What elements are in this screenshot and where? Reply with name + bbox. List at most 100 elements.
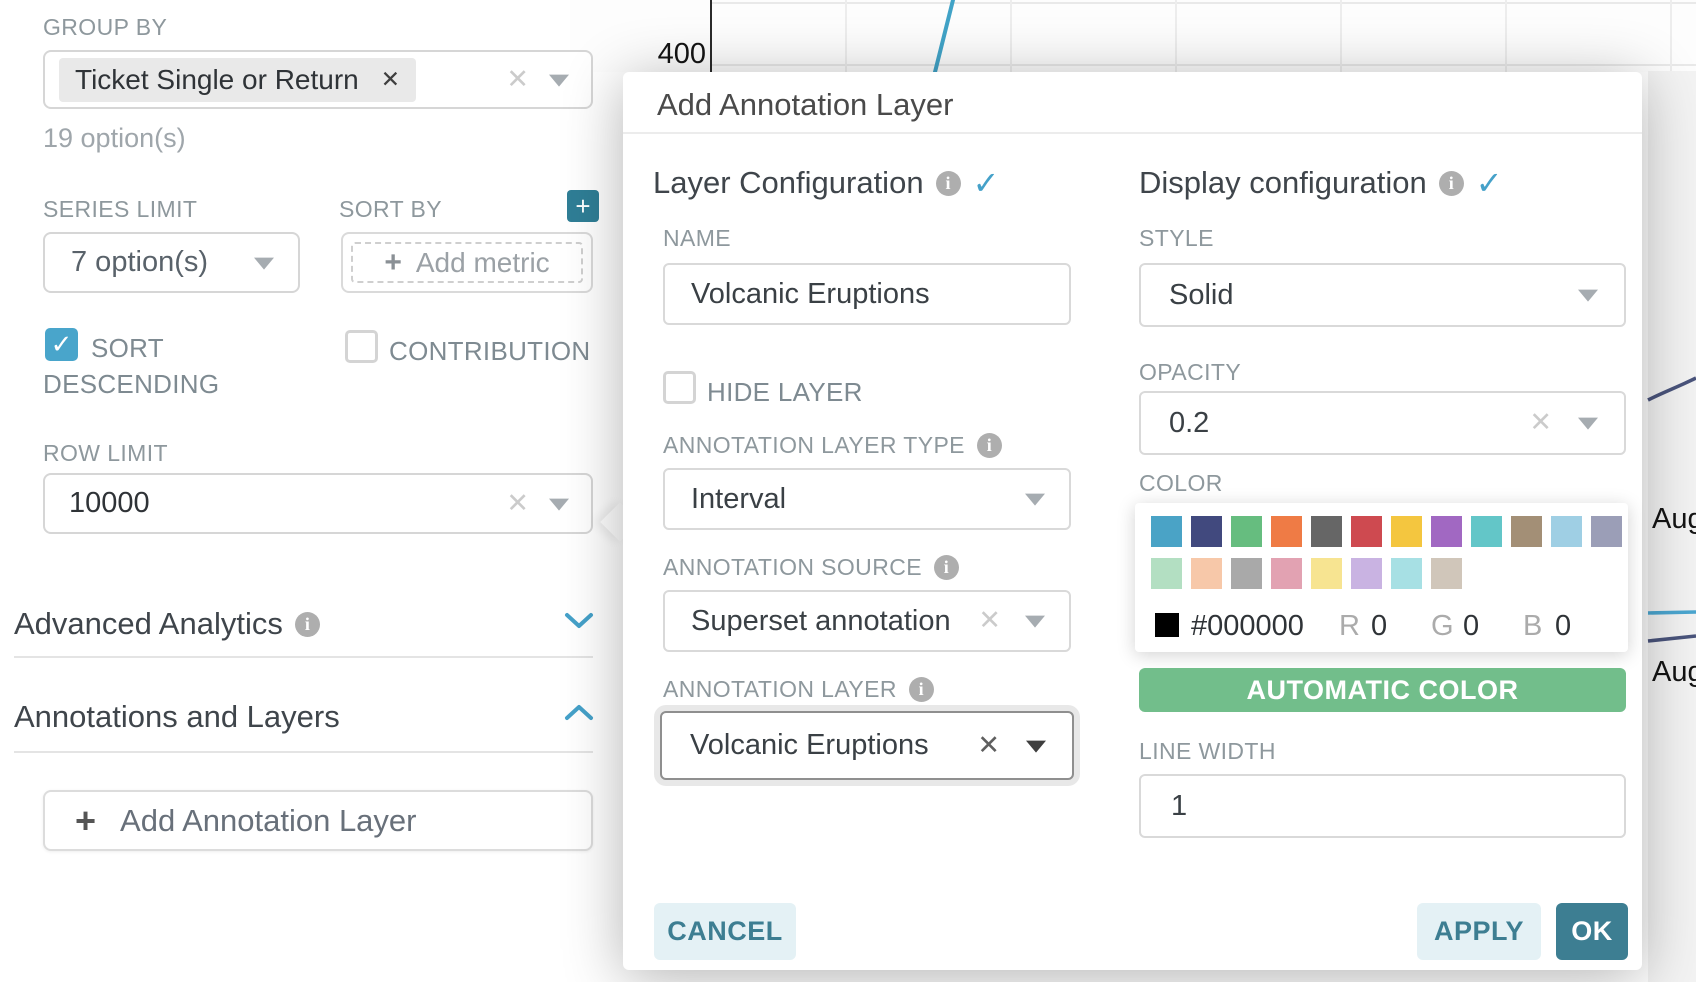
add-metric-plus-button[interactable]: + — [567, 190, 599, 222]
clear-icon[interactable]: ✕ — [506, 63, 529, 94]
advanced-analytics-header[interactable]: Advanced Analytics i — [14, 606, 320, 642]
gridline — [1340, 0, 1342, 72]
annotations-layers-header[interactable]: Annotations and Layers — [14, 699, 340, 735]
info-icon[interactable]: i — [933, 555, 959, 580]
layer-configuration-label: Layer Configuration — [653, 165, 924, 200]
b-value[interactable]: 0 — [1555, 610, 1572, 642]
palette-swatch[interactable] — [1511, 516, 1542, 547]
palette-swatch[interactable] — [1231, 558, 1262, 589]
row-limit-select[interactable]: 10000 ✕ — [43, 473, 593, 534]
sort-by-select[interactable]: + Add metric — [341, 232, 593, 293]
contribution-checkbox[interactable] — [345, 330, 378, 363]
palette-swatch[interactable] — [1191, 558, 1222, 589]
plus-icon: + — [75, 799, 97, 841]
series-limit-select[interactable]: 7 option(s) — [43, 232, 300, 293]
sort-descending-label-2: DESCENDING — [43, 369, 220, 399]
info-icon[interactable]: i — [908, 677, 934, 702]
chevron-down-icon[interactable] — [1578, 417, 1598, 430]
style-value: Solid — [1169, 278, 1234, 311]
info-icon[interactable]: i — [1438, 170, 1464, 196]
annotation-layer-value: Volcanic Eruptions — [690, 729, 929, 761]
clear-icon[interactable]: ✕ — [506, 487, 529, 518]
clear-icon[interactable]: ✕ — [977, 729, 1000, 760]
opacity-label: OPACITY — [1139, 359, 1242, 385]
chevron-down-icon — [1025, 493, 1045, 506]
line-width-label: LINE WIDTH — [1139, 738, 1276, 764]
info-icon[interactable]: i — [935, 170, 961, 196]
hex-value[interactable]: #000000 — [1191, 610, 1304, 642]
annotation-layer-select[interactable]: Volcanic Eruptions ✕ — [660, 711, 1074, 780]
row-limit-label: ROW LIMIT — [43, 440, 168, 466]
x-axis-tick: Aug — [1652, 503, 1696, 535]
annotation-source-select[interactable]: Superset annotation ✕ — [663, 590, 1071, 652]
apply-button[interactable]: APPLY — [1417, 903, 1541, 960]
palette-swatch[interactable] — [1591, 516, 1622, 547]
palette-swatch[interactable] — [1271, 516, 1302, 547]
annotation-layer-type-select[interactable]: Interval — [663, 468, 1071, 530]
gridline — [1670, 0, 1672, 72]
ok-button[interactable]: OK — [1556, 903, 1628, 960]
add-metric-label: Add metric — [415, 246, 550, 278]
name-input[interactable]: Volcanic Eruptions — [663, 263, 1071, 325]
tag-remove-icon[interactable]: ✕ — [380, 66, 401, 92]
clear-icon[interactable]: ✕ — [978, 604, 1001, 635]
chevron-up-icon[interactable] — [564, 703, 594, 721]
palette-swatch[interactable] — [1311, 516, 1342, 547]
advanced-analytics-label: Advanced Analytics — [14, 606, 283, 641]
palette-swatch[interactable] — [1191, 516, 1222, 547]
opacity-select[interactable]: 0.2 ✕ — [1139, 391, 1626, 455]
gridline — [1505, 0, 1507, 72]
automatic-color-button[interactable]: AUTOMATIC COLOR — [1139, 668, 1626, 712]
r-value[interactable]: 0 — [1371, 610, 1388, 642]
group-by-helper: 19 option(s) — [43, 123, 186, 153]
palette-swatch[interactable] — [1471, 516, 1502, 547]
display-configuration-header: Display configuration i ✓ — [1139, 164, 1503, 202]
palette-swatch[interactable] — [1351, 558, 1382, 589]
palette-swatch[interactable] — [1431, 516, 1462, 547]
group-by-select[interactable]: Ticket Single or Return ✕ ✕ — [43, 50, 593, 109]
divider — [623, 132, 1642, 134]
palette-swatch[interactable] — [1231, 516, 1262, 547]
check-icon: ✓ — [972, 165, 1000, 201]
add-metric-button[interactable]: + Add metric — [351, 242, 583, 283]
annotation-layer-type-value: Interval — [691, 482, 787, 515]
palette-swatch[interactable] — [1151, 558, 1182, 589]
add-annotation-layer-button[interactable]: + Add Annotation Layer — [43, 790, 593, 851]
name-label: NAME — [663, 225, 732, 251]
chevron-down-icon[interactable] — [564, 612, 594, 630]
line-width-input[interactable]: 1 — [1139, 774, 1626, 838]
palette-swatch[interactable] — [1391, 516, 1422, 547]
name-value: Volcanic Eruptions — [691, 277, 930, 310]
palette-swatch[interactable] — [1391, 558, 1422, 589]
palette-swatch[interactable] — [1431, 558, 1462, 589]
chevron-down-icon[interactable] — [1026, 740, 1046, 753]
modal-title: Add Annotation Layer — [657, 87, 954, 122]
palette-swatch[interactable] — [1311, 558, 1342, 589]
gridline — [845, 0, 847, 72]
palette-swatch[interactable] — [1351, 516, 1382, 547]
cancel-button[interactable]: CANCEL — [654, 903, 796, 960]
palette-swatch[interactable] — [1551, 516, 1582, 547]
g-value[interactable]: 0 — [1463, 610, 1480, 642]
color-value-row: #000000 R 0 G 0 B 0 — [1135, 603, 1628, 652]
plus-icon: + — [384, 245, 402, 279]
hide-layer-checkbox[interactable] — [663, 371, 696, 404]
chart-line-blue — [932, 0, 956, 72]
group-by-tag[interactable]: Ticket Single or Return ✕ — [59, 57, 417, 102]
ok-button-label: OK — [1571, 916, 1613, 946]
chevron-down-icon[interactable] — [549, 498, 569, 511]
g-label: G — [1431, 610, 1454, 642]
chevron-down-icon — [1578, 289, 1598, 302]
divider — [14, 656, 593, 658]
palette-row-1 — [1151, 516, 1622, 547]
chevron-down-icon[interactable] — [1025, 615, 1045, 628]
annotation-source-label: ANNOTATION SOURCE i — [663, 554, 959, 581]
b-label: B — [1523, 610, 1543, 642]
sort-descending-checkbox[interactable]: ✓ — [45, 328, 78, 361]
info-icon[interactable]: i — [976, 433, 1002, 458]
palette-swatch[interactable] — [1151, 516, 1182, 547]
clear-icon[interactable]: ✕ — [1529, 406, 1552, 437]
palette-swatch[interactable] — [1271, 558, 1302, 589]
chevron-down-icon[interactable] — [549, 74, 569, 87]
style-select[interactable]: Solid — [1139, 263, 1626, 327]
